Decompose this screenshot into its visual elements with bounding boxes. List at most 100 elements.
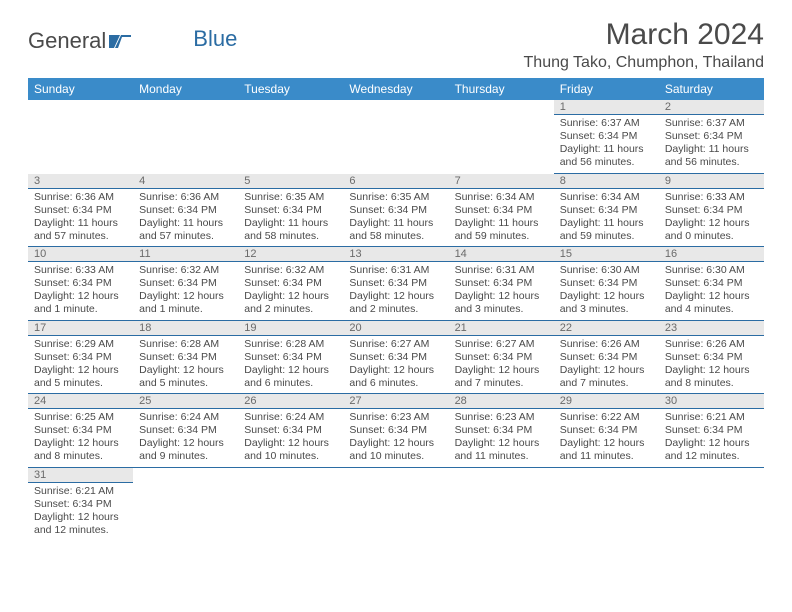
day-details: Sunrise: 6:35 AMSunset: 6:34 PMDaylight:… <box>238 189 343 248</box>
day-details: Sunrise: 6:28 AMSunset: 6:34 PMDaylight:… <box>238 336 343 395</box>
daylight-line: Daylight: 11 hours and 56 minutes. <box>665 143 758 169</box>
day-cell: 1Sunrise: 6:37 AMSunset: 6:34 PMDaylight… <box>554 100 659 174</box>
day-cell: 28Sunrise: 6:23 AMSunset: 6:34 PMDayligh… <box>449 394 554 468</box>
weekday-header: Thursday <box>449 78 554 100</box>
empty-cell <box>133 100 238 174</box>
daylight-line: Daylight: 12 hours and 8 minutes. <box>34 437 127 463</box>
day-details: Sunrise: 6:37 AMSunset: 6:34 PMDaylight:… <box>659 115 764 174</box>
daylight-line: Daylight: 12 hours and 3 minutes. <box>560 290 653 316</box>
day-number: 4 <box>133 174 238 189</box>
day-number: 25 <box>133 394 238 409</box>
weekday-header: Saturday <box>659 78 764 100</box>
day-number: 7 <box>449 174 554 189</box>
day-cell: 12Sunrise: 6:32 AMSunset: 6:34 PMDayligh… <box>238 247 343 321</box>
sunset-line: Sunset: 6:34 PM <box>139 204 232 217</box>
day-number: 14 <box>449 247 554 262</box>
day-number: 21 <box>449 321 554 336</box>
logo-flag-icon <box>109 28 131 42</box>
day-number: 2 <box>659 100 764 115</box>
day-cell: 3Sunrise: 6:36 AMSunset: 6:34 PMDaylight… <box>28 174 133 248</box>
day-cell: 26Sunrise: 6:24 AMSunset: 6:34 PMDayligh… <box>238 394 343 468</box>
day-cell: 20Sunrise: 6:27 AMSunset: 6:34 PMDayligh… <box>343 321 448 395</box>
sunrise-line: Sunrise: 6:23 AM <box>349 411 442 424</box>
empty-cell <box>554 468 659 541</box>
weekday-header: Wednesday <box>343 78 448 100</box>
day-cell: 30Sunrise: 6:21 AMSunset: 6:34 PMDayligh… <box>659 394 764 468</box>
day-details: Sunrise: 6:32 AMSunset: 6:34 PMDaylight:… <box>238 262 343 321</box>
day-cell: 6Sunrise: 6:35 AMSunset: 6:34 PMDaylight… <box>343 174 448 248</box>
day-cell: 22Sunrise: 6:26 AMSunset: 6:34 PMDayligh… <box>554 321 659 395</box>
day-details: Sunrise: 6:32 AMSunset: 6:34 PMDaylight:… <box>133 262 238 321</box>
sunset-line: Sunset: 6:34 PM <box>455 204 548 217</box>
day-cell: 24Sunrise: 6:25 AMSunset: 6:34 PMDayligh… <box>28 394 133 468</box>
sunset-line: Sunset: 6:34 PM <box>34 498 127 511</box>
empty-cell <box>343 468 448 541</box>
day-number: 5 <box>238 174 343 189</box>
day-details: Sunrise: 6:34 AMSunset: 6:34 PMDaylight:… <box>449 189 554 248</box>
day-details: Sunrise: 6:33 AMSunset: 6:34 PMDaylight:… <box>28 262 133 321</box>
day-details: Sunrise: 6:21 AMSunset: 6:34 PMDaylight:… <box>28 483 133 541</box>
day-details: Sunrise: 6:25 AMSunset: 6:34 PMDaylight:… <box>28 409 133 468</box>
sunset-line: Sunset: 6:34 PM <box>349 351 442 364</box>
daylight-line: Daylight: 12 hours and 7 minutes. <box>455 364 548 390</box>
sunrise-line: Sunrise: 6:36 AM <box>139 191 232 204</box>
daylight-line: Daylight: 12 hours and 10 minutes. <box>349 437 442 463</box>
sunset-line: Sunset: 6:34 PM <box>244 424 337 437</box>
day-details: Sunrise: 6:36 AMSunset: 6:34 PMDaylight:… <box>28 189 133 248</box>
day-cell: 15Sunrise: 6:30 AMSunset: 6:34 PMDayligh… <box>554 247 659 321</box>
sunset-line: Sunset: 6:34 PM <box>665 130 758 143</box>
sunset-line: Sunset: 6:34 PM <box>665 204 758 217</box>
daylight-line: Daylight: 11 hours and 59 minutes. <box>455 217 548 243</box>
day-number: 26 <box>238 394 343 409</box>
sunset-line: Sunset: 6:34 PM <box>139 424 232 437</box>
sunrise-line: Sunrise: 6:37 AM <box>665 117 758 130</box>
sunrise-line: Sunrise: 6:29 AM <box>34 338 127 351</box>
empty-cell <box>343 100 448 174</box>
day-details: Sunrise: 6:36 AMSunset: 6:34 PMDaylight:… <box>133 189 238 248</box>
day-number: 18 <box>133 321 238 336</box>
sunrise-line: Sunrise: 6:25 AM <box>34 411 127 424</box>
sunrise-line: Sunrise: 6:31 AM <box>455 264 548 277</box>
sunrise-line: Sunrise: 6:27 AM <box>349 338 442 351</box>
sunset-line: Sunset: 6:34 PM <box>34 424 127 437</box>
day-details: Sunrise: 6:33 AMSunset: 6:34 PMDaylight:… <box>659 189 764 248</box>
day-number: 17 <box>28 321 133 336</box>
day-cell: 25Sunrise: 6:24 AMSunset: 6:34 PMDayligh… <box>133 394 238 468</box>
calendar-row: 10Sunrise: 6:33 AMSunset: 6:34 PMDayligh… <box>28 247 764 321</box>
sunset-line: Sunset: 6:34 PM <box>34 351 127 364</box>
empty-cell <box>659 468 764 541</box>
weekday-header: Sunday <box>28 78 133 100</box>
sunset-line: Sunset: 6:34 PM <box>244 204 337 217</box>
sunset-line: Sunset: 6:34 PM <box>244 277 337 290</box>
sunrise-line: Sunrise: 6:30 AM <box>665 264 758 277</box>
day-cell: 14Sunrise: 6:31 AMSunset: 6:34 PMDayligh… <box>449 247 554 321</box>
day-cell: 27Sunrise: 6:23 AMSunset: 6:34 PMDayligh… <box>343 394 448 468</box>
day-number: 31 <box>28 468 133 483</box>
day-cell: 11Sunrise: 6:32 AMSunset: 6:34 PMDayligh… <box>133 247 238 321</box>
day-details: Sunrise: 6:35 AMSunset: 6:34 PMDaylight:… <box>343 189 448 248</box>
daylight-line: Daylight: 12 hours and 5 minutes. <box>139 364 232 390</box>
daylight-line: Daylight: 11 hours and 57 minutes. <box>139 217 232 243</box>
empty-cell <box>28 100 133 174</box>
sunrise-line: Sunrise: 6:27 AM <box>455 338 548 351</box>
day-number: 10 <box>28 247 133 262</box>
daylight-line: Daylight: 11 hours and 57 minutes. <box>34 217 127 243</box>
calendar-row: 3Sunrise: 6:36 AMSunset: 6:34 PMDaylight… <box>28 174 764 248</box>
weekday-header-row: SundayMondayTuesdayWednesdayThursdayFrid… <box>28 78 764 100</box>
calendar-body: 1Sunrise: 6:37 AMSunset: 6:34 PMDaylight… <box>28 100 764 540</box>
day-details: Sunrise: 6:24 AMSunset: 6:34 PMDaylight:… <box>238 409 343 468</box>
day-details: Sunrise: 6:31 AMSunset: 6:34 PMDaylight:… <box>449 262 554 321</box>
day-number: 19 <box>238 321 343 336</box>
day-cell: 31Sunrise: 6:21 AMSunset: 6:34 PMDayligh… <box>28 468 133 541</box>
sunrise-line: Sunrise: 6:31 AM <box>349 264 442 277</box>
calendar-row: 31Sunrise: 6:21 AMSunset: 6:34 PMDayligh… <box>28 468 764 541</box>
day-details: Sunrise: 6:34 AMSunset: 6:34 PMDaylight:… <box>554 189 659 248</box>
sunrise-line: Sunrise: 6:33 AM <box>665 191 758 204</box>
daylight-line: Daylight: 12 hours and 10 minutes. <box>244 437 337 463</box>
day-number: 11 <box>133 247 238 262</box>
daylight-line: Daylight: 12 hours and 2 minutes. <box>349 290 442 316</box>
sunrise-line: Sunrise: 6:24 AM <box>244 411 337 424</box>
day-number: 12 <box>238 247 343 262</box>
daylight-line: Daylight: 12 hours and 6 minutes. <box>349 364 442 390</box>
sunrise-line: Sunrise: 6:21 AM <box>665 411 758 424</box>
